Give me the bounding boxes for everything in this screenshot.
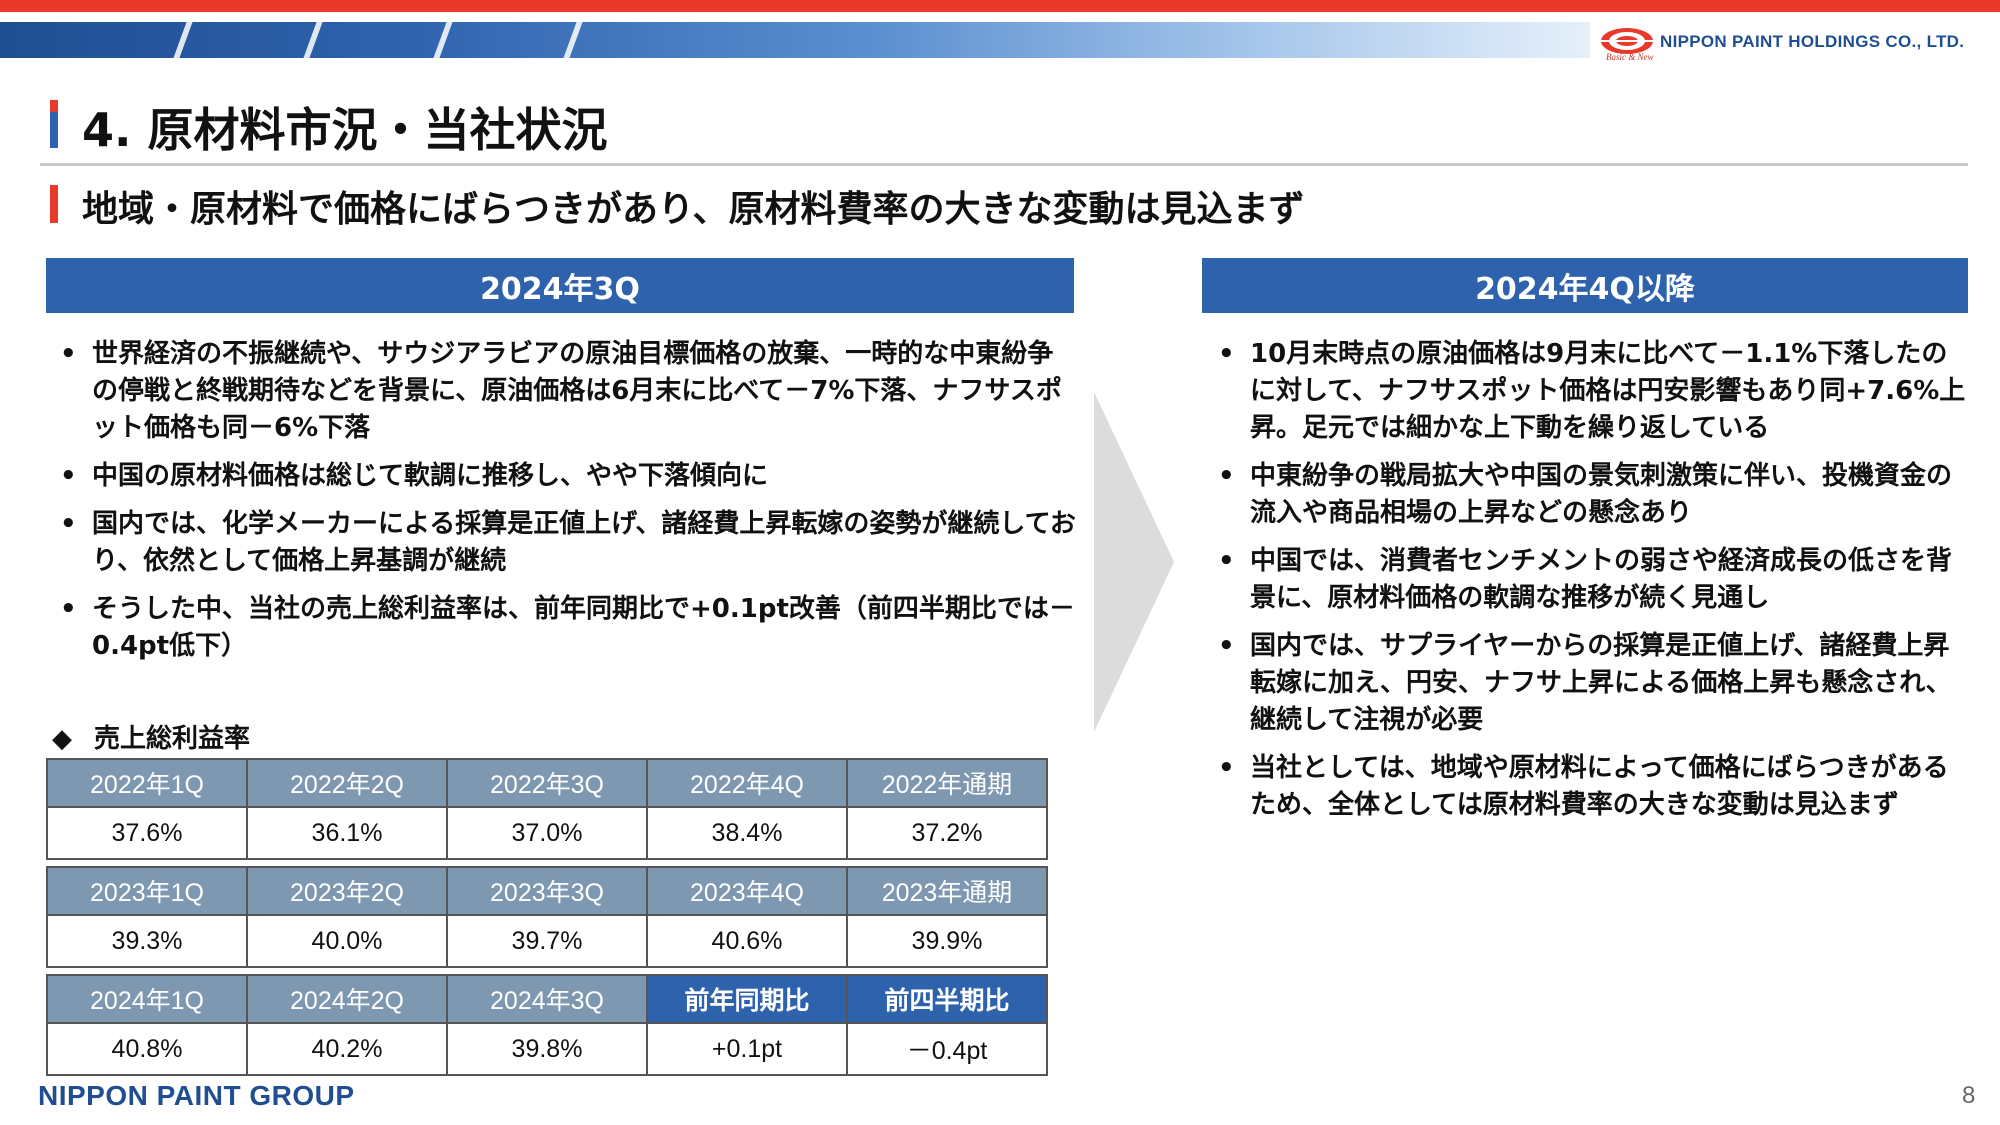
table-header-cell-qoq: 前四半期比 xyxy=(846,974,1048,1024)
bullet-item: • そうした中、当社の売上総利益率は、前年同期比で+0.1pt改善（前四半期比では… xyxy=(48,591,1078,665)
bullet-item: • 10月末時点の原油価格は9月末に比べて－1.1%下落したのに対して、ナフサスポ… xyxy=(1206,336,1966,447)
table-header-cell: 2023年通期 xyxy=(846,866,1048,916)
table-row: 39.3% 40.0% 39.7% 40.6% 39.9% xyxy=(46,914,1048,968)
table-cell: 40.2% xyxy=(246,1022,448,1076)
bullet-item: • 中国では、消費者センチメントの弱さや経済成長の低さを背景に、原材料価格の軟調な… xyxy=(1206,543,1966,617)
top-red-bar xyxy=(0,0,2000,12)
right-column-header: 2024年4Q以降 xyxy=(1202,258,1968,313)
company-tagline: Basic & New xyxy=(1606,52,1654,62)
bullet-text: そうした中、当社の売上総利益率は、前年同期比で+0.1pt改善（前四半期比では－… xyxy=(92,594,1075,661)
table-cell: 39.7% xyxy=(446,914,648,968)
bullet-text: 国内では、化学メーカーによる採算是正値上げ、諸経費上昇転嫁の姿勢が継続しており、… xyxy=(92,509,1076,576)
title-accent-bar xyxy=(50,100,58,148)
table-header-cell: 2022年4Q xyxy=(646,758,848,808)
page-title: 4. 原材料市況・当社状況 xyxy=(82,103,608,157)
bullet-marker: • xyxy=(1218,546,1235,576)
table-cell: 37.6% xyxy=(46,806,248,860)
bullet-marker: • xyxy=(1218,339,1235,369)
table-cell-qoq: －0.4pt xyxy=(846,1022,1048,1076)
title-divider xyxy=(40,163,1968,166)
bullet-marker: • xyxy=(1218,461,1235,491)
table-cell-yoy: +0.1pt xyxy=(646,1022,848,1076)
diamond-icon: ◆ xyxy=(52,724,72,754)
table-header-cell: 2022年通期 xyxy=(846,758,1048,808)
table-header-row: 2024年1Q 2024年2Q 2024年3Q 前年同期比 前四半期比 xyxy=(46,974,1048,1024)
table-row: 40.8% 40.2% 39.8% +0.1pt －0.4pt xyxy=(46,1022,1048,1076)
table-caption: ◆ 売上総利益率 xyxy=(52,718,250,755)
table-header-cell: 2024年2Q xyxy=(246,974,448,1024)
table-header-cell: 2024年1Q xyxy=(46,974,248,1024)
table-header-row: 2022年1Q 2022年2Q 2022年3Q 2022年4Q 2022年通期 xyxy=(46,758,1048,808)
gross-margin-table-2022: 2022年1Q 2022年2Q 2022年3Q 2022年4Q 2022年通期 … xyxy=(46,758,1048,860)
company-logo: NIPPON PAINT HOLDINGS CO., LTD. xyxy=(1600,26,1964,66)
table-cell: 39.8% xyxy=(446,1022,648,1076)
table-cell: 39.9% xyxy=(846,914,1048,968)
bullet-text: 10月末時点の原油価格は9月末に比べて－1.1%下落したのに対して、ナフサスポッ… xyxy=(1250,339,1966,443)
table-cell: 39.3% xyxy=(46,914,248,968)
bullet-marker: • xyxy=(60,461,77,491)
table-cell: 37.2% xyxy=(846,806,1048,860)
table-header-row: 2023年1Q 2023年2Q 2023年3Q 2023年4Q 2023年通期 xyxy=(46,866,1048,916)
table-header-cell: 2022年3Q xyxy=(446,758,648,808)
bullet-item: • 世界経済の不振継続や、サウジアラビアの原油目標価格の放棄、一時的な中東紛争の停… xyxy=(48,336,1078,447)
group-logo: NIPPON PAINT GROUP xyxy=(38,1080,355,1111)
table-header-cell: 2023年1Q xyxy=(46,866,248,916)
table-cell: 37.0% xyxy=(446,806,648,860)
table-row: 37.6% 36.1% 37.0% 38.4% 37.2% xyxy=(46,806,1048,860)
bullet-text: 中国では、消費者センチメントの弱さや経済成長の低さを背景に、原材料価格の軟調な推… xyxy=(1250,546,1953,613)
bullet-text: 国内では、サプライヤーからの採算是正値上げ、諸経費上昇転嫁に加え、円安、ナフサ上… xyxy=(1250,631,1952,735)
gross-margin-table-2023: 2023年1Q 2023年2Q 2023年3Q 2023年4Q 2023年通期 … xyxy=(46,866,1048,968)
gross-margin-table-2024: 2024年1Q 2024年2Q 2024年3Q 前年同期比 前四半期比 40.8… xyxy=(46,974,1048,1076)
bullet-marker: • xyxy=(60,594,77,624)
page-number: 8 xyxy=(1962,1082,1976,1109)
left-bullet-list: • 世界経済の不振継続や、サウジアラビアの原油目標価格の放棄、一時的な中東紛争の停… xyxy=(48,336,1078,676)
chevron-right-icon xyxy=(1094,392,1174,732)
bullet-marker: • xyxy=(60,339,77,369)
subtitle-accent-bar xyxy=(50,185,58,223)
bullet-text: 世界経済の不振継続や、サウジアラビアの原油目標価格の放棄、一時的な中東紛争の停戦… xyxy=(92,339,1062,443)
table-header-cell: 2023年4Q xyxy=(646,866,848,916)
right-bullet-list: • 10月末時点の原油価格は9月末に比べて－1.1%下落したのに対して、ナフサスポ… xyxy=(1206,336,1966,835)
table-header-cell-yoy: 前年同期比 xyxy=(646,974,848,1024)
table-cell: 40.8% xyxy=(46,1022,248,1076)
top-gradient-stripe xyxy=(0,22,1590,58)
bullet-text: 中東紛争の戦局拡大や中国の景気刺激策に伴い、投機資金の流入や商品相場の上昇などの… xyxy=(1250,461,1953,528)
bullet-marker: • xyxy=(1218,631,1235,661)
bullet-item: • 国内では、化学メーカーによる採算是正値上げ、諸経費上昇転嫁の姿勢が継続しており… xyxy=(48,506,1078,580)
table-cell: 36.1% xyxy=(246,806,448,860)
page-subtitle: 地域・原材料で価格にばらつきがあり、原材料費率の大きな変動は見込まず xyxy=(82,189,1305,230)
bullet-item: • 当社としては、地域や原材料によって価格にばらつきがあるため、全体としては原材料… xyxy=(1206,750,1966,824)
table-cell: 40.0% xyxy=(246,914,448,968)
company-logo-icon xyxy=(1600,26,1654,56)
bullet-text: 当社としては、地域や原材料によって価格にばらつきがあるため、全体としては原材料費… xyxy=(1250,753,1949,820)
table-header-cell: 2024年3Q xyxy=(446,974,648,1024)
bullet-text: 中国の原材料価格は総じて軟調に推移し、やや下落傾向に xyxy=(92,461,769,491)
bullet-marker: • xyxy=(60,509,77,539)
bullet-item: • 国内では、サプライヤーからの採算是正値上げ、諸経費上昇転嫁に加え、円安、ナフサ… xyxy=(1206,628,1966,739)
bullet-marker: • xyxy=(1218,753,1235,783)
bullet-item: • 中国の原材料価格は総じて軟調に推移し、やや下落傾向に xyxy=(48,458,1078,495)
bullet-item: • 中東紛争の戦局拡大や中国の景気刺激策に伴い、投機資金の流入や商品相場の上昇など… xyxy=(1206,458,1966,532)
table-header-cell: 2022年1Q xyxy=(46,758,248,808)
table-header-cell: 2023年2Q xyxy=(246,866,448,916)
table-cell: 38.4% xyxy=(646,806,848,860)
left-column-header: 2024年3Q xyxy=(46,258,1074,313)
table-header-cell: 2022年2Q xyxy=(246,758,448,808)
table-cell: 40.6% xyxy=(646,914,848,968)
company-name: NIPPON PAINT HOLDINGS CO., LTD. xyxy=(1660,32,1965,51)
table-caption-text: 売上総利益率 xyxy=(94,724,251,754)
table-header-cell: 2023年3Q xyxy=(446,866,648,916)
